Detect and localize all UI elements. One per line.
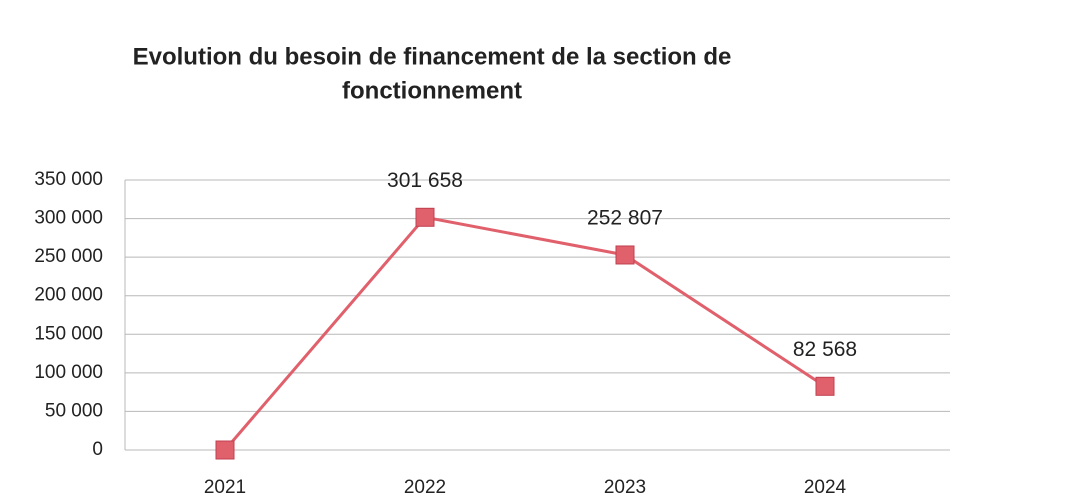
marker bbox=[615, 245, 635, 265]
x-tick-label: 2022 bbox=[404, 477, 446, 498]
line bbox=[223, 215, 826, 451]
y-tick-label: 0 bbox=[92, 439, 103, 460]
chart-title: fonctionnement bbox=[342, 77, 522, 104]
y-tick-label: 50 000 bbox=[45, 400, 103, 421]
marker bbox=[215, 440, 235, 460]
x-tick-label: 2024 bbox=[804, 477, 847, 498]
y-tick-label: 300 000 bbox=[34, 208, 103, 229]
chart-title: Evolution du besoin de financement de la… bbox=[133, 43, 732, 70]
value-label: 301 658 bbox=[387, 169, 463, 192]
y-tick-label: 150 000 bbox=[34, 323, 103, 344]
marker bbox=[815, 376, 835, 396]
y-tick-label: 250 000 bbox=[34, 246, 103, 267]
x-tick-label: 2021 bbox=[204, 477, 246, 498]
x-tick-label: 2023 bbox=[604, 477, 646, 498]
value-label: 252 807 bbox=[587, 207, 663, 230]
y-tick-label: 200 000 bbox=[34, 285, 103, 306]
y-tick-label: 350 000 bbox=[34, 169, 103, 190]
y-tick-label: 100 000 bbox=[34, 362, 103, 383]
marker bbox=[415, 207, 435, 227]
value-label: 82 568 bbox=[793, 338, 857, 361]
